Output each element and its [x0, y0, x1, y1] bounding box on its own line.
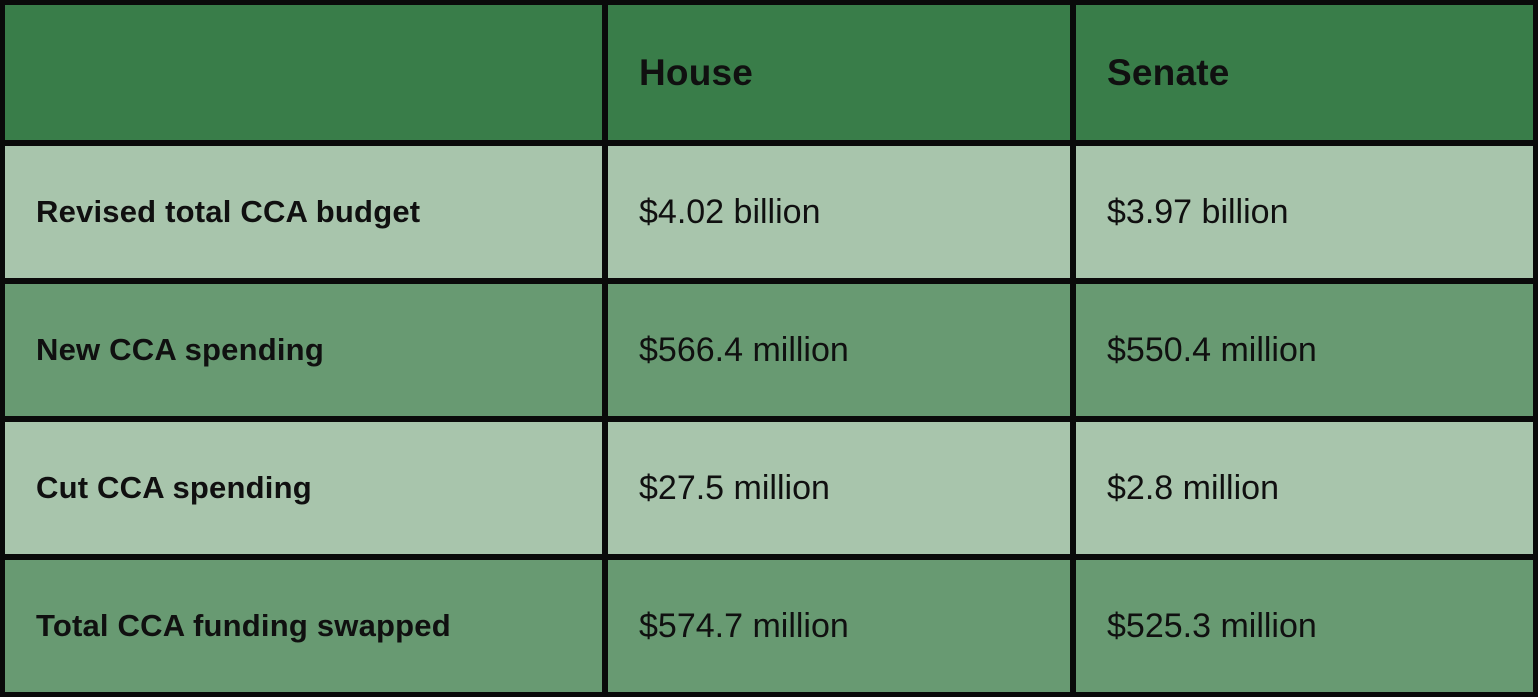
- header-senate: Senate: [1076, 5, 1533, 140]
- row-label-new-cca-spending: New CCA spending: [5, 284, 602, 416]
- row-label-revised-total-cca-budget: Revised total CCA budget: [5, 146, 602, 278]
- cell-revised-budget-house: $4.02 billion: [608, 146, 1070, 278]
- cell-new-spending-senate: $550.4 million: [1076, 284, 1533, 416]
- cell-cut-spending-house: $27.5 million: [608, 422, 1070, 554]
- cell-funding-swapped-senate: $525.3 million: [1076, 560, 1533, 692]
- row-label-total-cca-funding-swapped: Total CCA funding swapped: [5, 560, 602, 692]
- cell-revised-budget-senate: $3.97 billion: [1076, 146, 1533, 278]
- cell-new-spending-house: $566.4 million: [608, 284, 1070, 416]
- cell-funding-swapped-house: $574.7 million: [608, 560, 1070, 692]
- header-house: House: [608, 5, 1070, 140]
- row-label-cut-cca-spending: Cut CCA spending: [5, 422, 602, 554]
- header-corner-cell: [5, 5, 602, 140]
- cell-cut-spending-senate: $2.8 million: [1076, 422, 1533, 554]
